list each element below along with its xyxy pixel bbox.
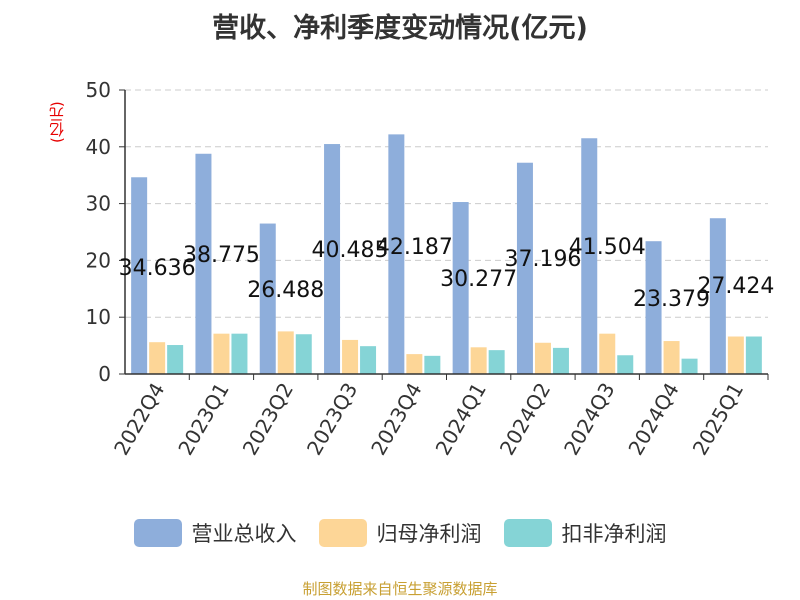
y-tick-label: 40 bbox=[86, 135, 111, 159]
bar-net-profit bbox=[277, 331, 294, 374]
bar-deducted-profit bbox=[488, 350, 505, 374]
bar-deducted-profit bbox=[295, 334, 312, 374]
x-tick-label: 2024Q1 bbox=[431, 379, 491, 460]
bar-deducted-profit bbox=[167, 345, 184, 374]
x-tick-label: 2022Q4 bbox=[109, 379, 169, 460]
x-tick-label: 2024Q4 bbox=[623, 379, 683, 460]
x-tick-label: 2023Q3 bbox=[302, 379, 362, 460]
bars bbox=[131, 134, 762, 374]
y-tick-label: 10 bbox=[86, 305, 111, 329]
y-tick-label: 20 bbox=[86, 248, 111, 272]
data-label: 34.636 bbox=[119, 256, 196, 281]
source-note: 制图数据来自恒生聚源数据库 bbox=[302, 580, 498, 598]
bar-revenue bbox=[195, 153, 212, 374]
bar-deducted-profit bbox=[617, 355, 634, 374]
bar-revenue bbox=[388, 134, 405, 374]
bar-deducted-profit bbox=[231, 333, 248, 374]
bar-deducted-profit bbox=[424, 355, 441, 374]
chart-title: 营收、净利季度变动情况(亿元) bbox=[212, 13, 588, 44]
legend-label-deducted-profit: 扣非净利润 bbox=[561, 522, 667, 546]
legend-swatch-deducted-profit bbox=[503, 519, 552, 547]
x-tick-label: 2025Q1 bbox=[688, 379, 748, 460]
x-tick-label: 2023Q4 bbox=[366, 379, 426, 460]
x-tick-label: 2024Q2 bbox=[495, 379, 555, 460]
legend-item-revenue[interactable]: 营业总收入 bbox=[133, 518, 297, 548]
bar-deducted-profit bbox=[360, 346, 377, 374]
legend-label-net-profit: 归母净利润 bbox=[376, 522, 482, 546]
x-tick-label: 2023Q2 bbox=[238, 379, 298, 460]
bar-revenue bbox=[324, 144, 341, 374]
bar-deducted-profit bbox=[681, 358, 698, 374]
bar-net-profit bbox=[213, 333, 230, 374]
data-label: 26.488 bbox=[247, 278, 324, 303]
data-label: 38.775 bbox=[183, 243, 260, 268]
legend-item-deducted-profit[interactable]: 扣非净利润 bbox=[503, 518, 667, 548]
bar-net-profit bbox=[470, 347, 487, 374]
y-tick-label: 50 bbox=[86, 78, 111, 102]
bar-net-profit bbox=[727, 336, 744, 374]
data-label: 41.504 bbox=[569, 235, 646, 260]
bar-revenue bbox=[581, 138, 598, 374]
bar-revenue bbox=[259, 223, 276, 374]
bar-net-profit bbox=[534, 342, 551, 374]
legend-swatch-revenue bbox=[133, 519, 182, 547]
data-label: 27.424 bbox=[697, 274, 774, 299]
data-label: 42.187 bbox=[376, 235, 453, 260]
legend-item-net-profit[interactable]: 归母净利润 bbox=[318, 518, 482, 548]
bar-net-profit bbox=[406, 354, 423, 374]
legend: 营业总收入 归母净利润 扣非净利润 bbox=[0, 518, 800, 548]
bar-revenue bbox=[645, 241, 662, 374]
data-label: 23.379 bbox=[633, 287, 710, 312]
bar-revenue bbox=[131, 177, 148, 374]
y-tick-label: 30 bbox=[86, 192, 111, 216]
legend-label-revenue: 营业总收入 bbox=[191, 522, 297, 546]
bar-revenue bbox=[516, 162, 533, 374]
data-label: 40.485 bbox=[312, 238, 389, 263]
bar-revenue bbox=[709, 218, 726, 374]
bar-net-profit bbox=[663, 341, 680, 374]
bar-net-profit bbox=[599, 333, 616, 374]
legend-swatch-net-profit bbox=[318, 519, 367, 547]
x-tick-label: 2023Q1 bbox=[173, 379, 233, 460]
bar-net-profit bbox=[342, 339, 359, 374]
data-label: 37.196 bbox=[504, 247, 581, 272]
bar-net-profit bbox=[149, 342, 166, 374]
bar-deducted-profit bbox=[552, 347, 569, 374]
bar-deducted-profit bbox=[745, 336, 762, 374]
data-label: 30.277 bbox=[440, 267, 517, 292]
bar-revenue bbox=[452, 202, 469, 374]
y-tick-label: 0 bbox=[98, 362, 111, 386]
x-tick-label: 2024Q3 bbox=[559, 379, 619, 460]
